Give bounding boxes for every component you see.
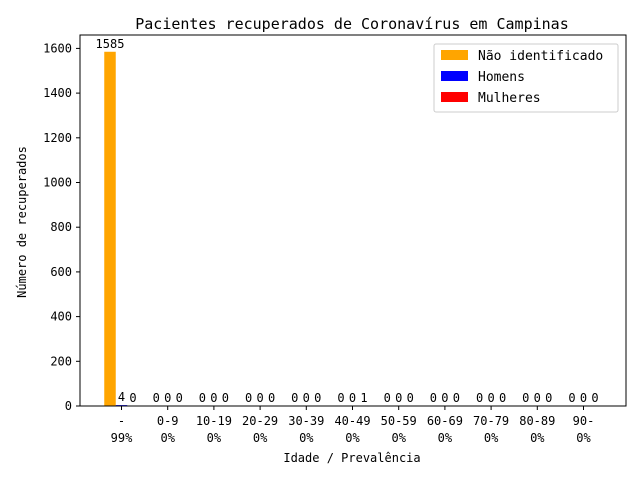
x-tick-label: 40-49 bbox=[334, 414, 370, 428]
bar bbox=[104, 51, 116, 406]
bar-value-label: 0 bbox=[314, 391, 321, 405]
bar-value-label: 0 bbox=[153, 391, 160, 405]
bar-value-label: 0 bbox=[499, 391, 506, 405]
x-tick-label: 0-9 bbox=[157, 414, 179, 428]
x-tick-prevalence: 0% bbox=[299, 431, 314, 445]
bar-value-label: 0 bbox=[453, 391, 460, 405]
bar-value-label: 0 bbox=[199, 391, 206, 405]
x-tick-label: - bbox=[118, 414, 125, 428]
y-tick-label: 200 bbox=[50, 354, 72, 368]
x-tick-prevalence: 0% bbox=[391, 431, 406, 445]
bar-value-label: 0 bbox=[487, 391, 494, 405]
x-tick-label: 80-89 bbox=[519, 414, 555, 428]
bar-value-label: 1 bbox=[360, 391, 367, 405]
x-tick-label: 30-39 bbox=[288, 414, 324, 428]
bar-value-label: 0 bbox=[176, 391, 183, 405]
x-tick-label: 20-29 bbox=[242, 414, 278, 428]
bar-value-label: 0 bbox=[441, 391, 448, 405]
legend-label: Mulheres bbox=[478, 91, 541, 106]
x-tick-prevalence: 0% bbox=[207, 431, 222, 445]
y-tick-label: 1600 bbox=[43, 41, 72, 55]
chart-title: Pacientes recuperados de Coronavírus em … bbox=[135, 15, 568, 33]
x-tick-prevalence: 0% bbox=[484, 431, 499, 445]
legend-swatch bbox=[441, 92, 468, 102]
bar-value-label: 0 bbox=[164, 391, 171, 405]
x-tick-label: 50-59 bbox=[381, 414, 417, 428]
bar-value-label: 0 bbox=[210, 391, 217, 405]
bar-value-label: 4 bbox=[118, 390, 125, 404]
bar-value-label: 1585 bbox=[96, 37, 125, 51]
legend-swatch bbox=[441, 71, 468, 81]
x-axis-label: Idade / Prevalência bbox=[283, 451, 420, 465]
bar-value-label: 0 bbox=[430, 391, 437, 405]
x-tick-label: 70-79 bbox=[473, 414, 509, 428]
axes-frame bbox=[79, 34, 627, 407]
bar-value-label: 0 bbox=[256, 391, 263, 405]
bar-value-label: 0 bbox=[245, 391, 252, 405]
x-tick-prevalence: 0% bbox=[530, 431, 545, 445]
bar-value-label: 0 bbox=[337, 391, 344, 405]
bar-value-label: 0 bbox=[268, 391, 275, 405]
legend: Não identificado Homens Mulheres bbox=[433, 43, 619, 113]
y-axis-label: Número de recuperados bbox=[15, 146, 29, 298]
y-tick-label: 1000 bbox=[43, 176, 72, 190]
bar-value-label: 0 bbox=[395, 391, 402, 405]
legend-label: Não identificado bbox=[478, 49, 603, 64]
legend-label: Homens bbox=[478, 70, 525, 85]
bar-value-label: 0 bbox=[407, 391, 414, 405]
y-tick-label: 1200 bbox=[43, 131, 72, 145]
x-tick-prevalence: 0% bbox=[576, 431, 591, 445]
y-tick-label: 800 bbox=[50, 220, 72, 234]
legend-swatch bbox=[441, 50, 468, 60]
y-tick-label: 0 bbox=[65, 399, 72, 413]
x-tick-prevalence: 0% bbox=[160, 431, 175, 445]
y-tick-label: 1400 bbox=[43, 86, 72, 100]
bar-value-label: 0 bbox=[534, 391, 541, 405]
x-tick-prevalence: 0% bbox=[345, 431, 360, 445]
bar-value-label: 0 bbox=[349, 391, 356, 405]
x-tick-label: 90- bbox=[573, 414, 595, 428]
legend-box bbox=[433, 43, 619, 113]
bar-value-label: 0 bbox=[129, 391, 136, 405]
y-tick-label: 600 bbox=[50, 265, 72, 279]
bar-value-label: 0 bbox=[591, 391, 598, 405]
x-tick-prevalence: 0% bbox=[253, 431, 268, 445]
bar-value-label: 0 bbox=[568, 391, 575, 405]
bar-value-label: 0 bbox=[522, 391, 529, 405]
bar-value-label: 0 bbox=[545, 391, 552, 405]
bar-value-label: 0 bbox=[384, 391, 391, 405]
x-tick-label: 10-19 bbox=[196, 414, 232, 428]
x-tick-prevalence: 99% bbox=[111, 431, 133, 445]
y-tick-label: 400 bbox=[50, 310, 72, 324]
bar-value-label: 0 bbox=[222, 391, 229, 405]
bar-value-label: 0 bbox=[303, 391, 310, 405]
x-tick-label: 60-69 bbox=[427, 414, 463, 428]
bar-value-label: 0 bbox=[580, 391, 587, 405]
x-tick-prevalence: 0% bbox=[438, 431, 453, 445]
bar-value-label: 0 bbox=[291, 391, 298, 405]
bar-value-label: 0 bbox=[476, 391, 483, 405]
